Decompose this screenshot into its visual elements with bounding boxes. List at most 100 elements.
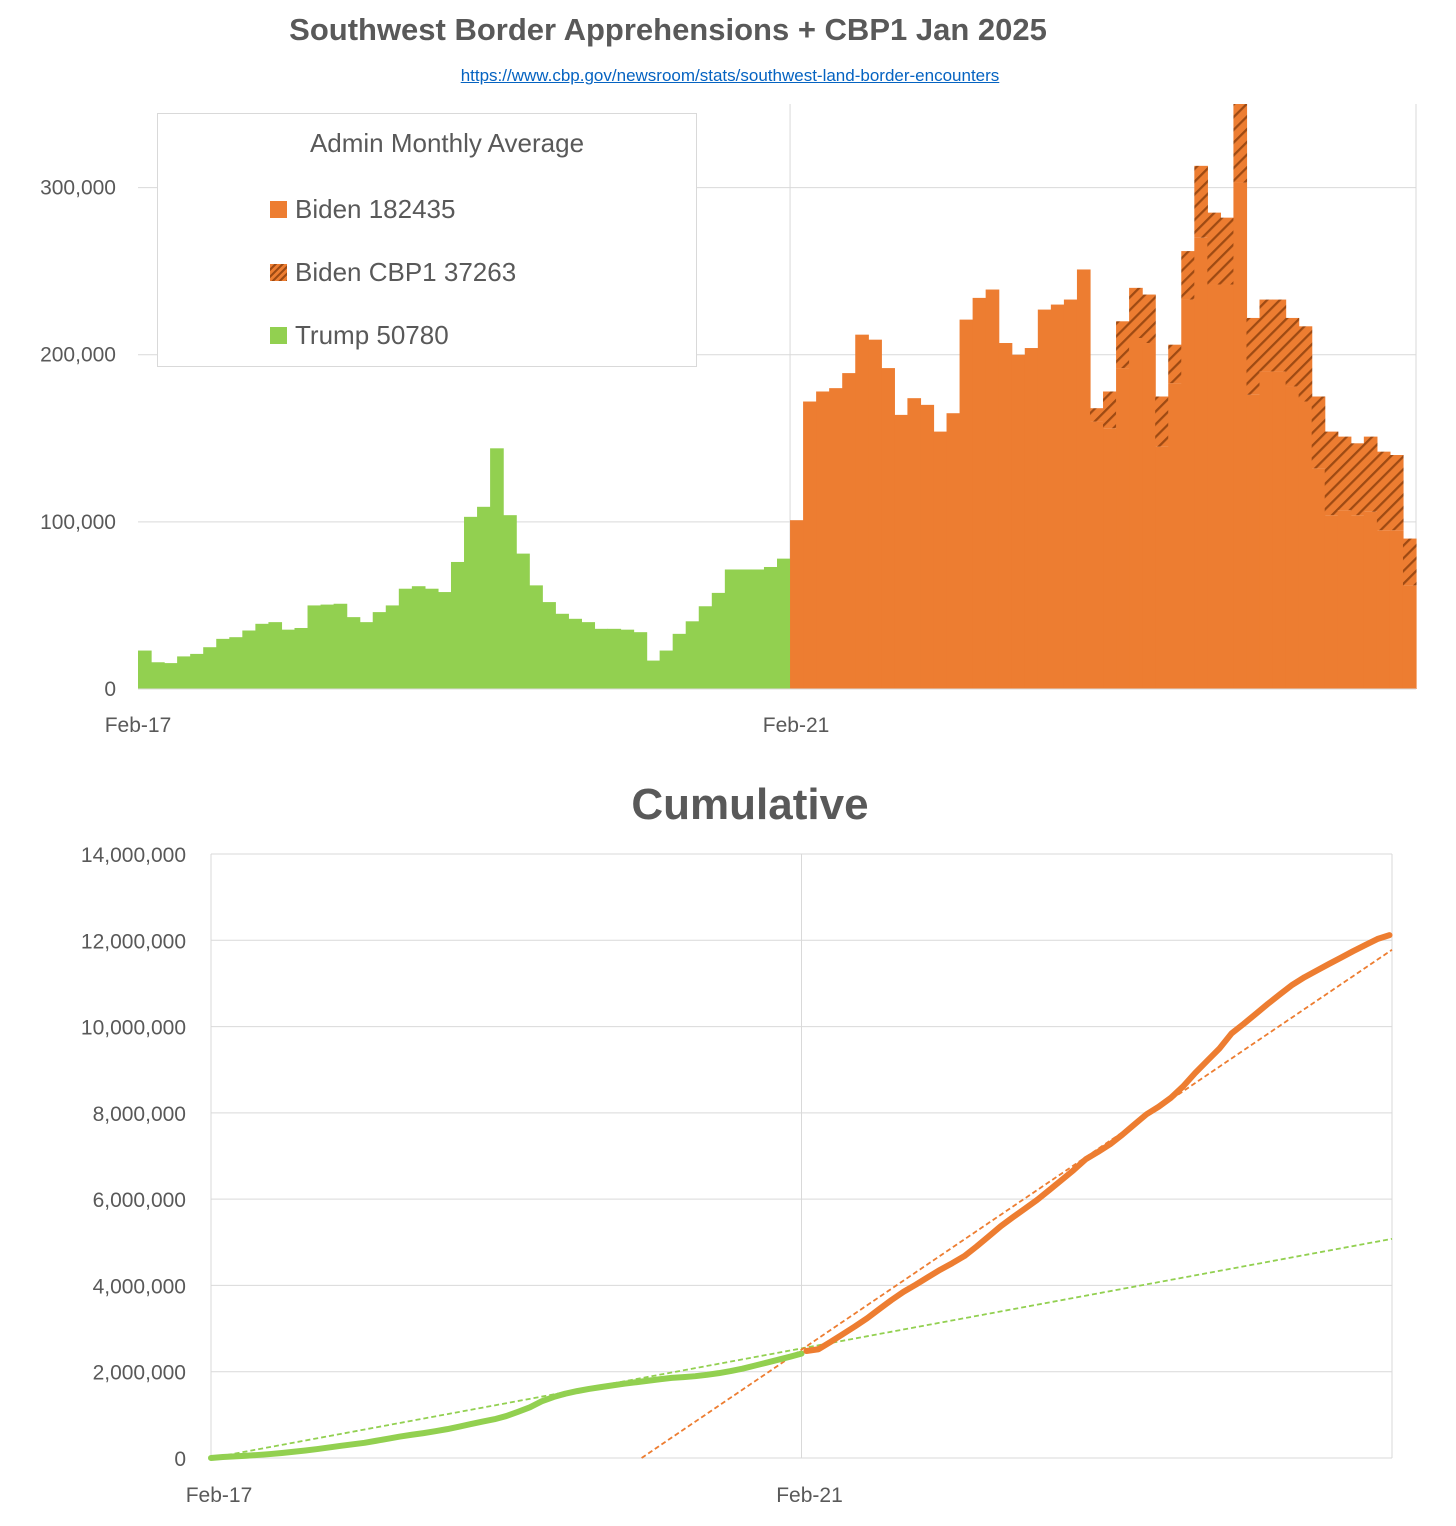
bar-biden [1363,511,1378,689]
bar-trump [333,603,348,689]
bar-biden-cbp1 [1350,443,1365,516]
bar-biden [1220,284,1235,689]
legend-item-trump[interactable]: Trump 50780 [270,320,449,351]
bar-biden [1050,304,1065,689]
bar-trump [724,569,739,689]
bar-biden [959,319,974,689]
legend-label-trump: Trump 50780 [295,320,449,350]
bar-trump [763,566,778,689]
y-tick-label: 200,000 [40,344,116,367]
bar-biden-cbp1 [1207,212,1221,285]
bar-trump [216,638,230,689]
bar-trump [594,628,609,689]
bar-biden [1272,371,1287,689]
y-tick-label: 12,000,000 [81,930,186,953]
bar-trump [464,516,478,689]
bar-trump [177,656,191,689]
bar-biden [1207,284,1221,689]
bar-biden [1324,515,1339,689]
bar-trump [711,592,726,689]
bar-biden [1194,237,1208,689]
y-tick-label: 6,000,000 [93,1189,186,1212]
bar-trump [698,606,713,689]
bar-biden [1233,182,1248,690]
bar-biden-cbp1 [1220,217,1235,285]
bar-biden [842,373,856,689]
bar-trump [490,448,504,689]
y-tick-label: 2,000,000 [93,1362,186,1385]
bar-biden [803,401,817,689]
bar-trump [411,586,426,689]
y-tick-label: 8,000,000 [93,1103,186,1126]
bar-biden-cbp1 [1402,538,1417,586]
bar-biden-cbp1 [1389,455,1404,531]
bar-trump [320,604,335,689]
line-trump-cumulative [208,1350,805,1461]
bar-biden [985,289,1000,689]
bar-biden [1076,269,1091,689]
bar-biden-cbp1 [1168,344,1182,384]
bar-trump [450,561,465,689]
y-tick-label: 0 [174,1448,186,1471]
legend-item-biden-cbp1[interactable]: Biden CBP1 37263 [270,257,516,288]
bar-trump [294,627,309,689]
bar-trump [138,650,152,689]
bar-biden [829,388,843,689]
bar-biden [855,334,869,689]
bar-trump [620,629,635,689]
bar-trump [542,602,556,689]
bar-trump [255,623,270,689]
legend-swatch-trump [270,327,287,344]
bar-trump [437,592,452,689]
legend-swatch-biden-cbp1 [270,264,287,281]
bar-biden [972,297,987,689]
bar-biden [790,520,804,689]
y-tick-label: 0 [104,678,116,701]
bar-trump [607,628,622,689]
bar-biden [1063,299,1078,689]
bar-biden [933,431,948,689]
y-tick-label: 300,000 [40,177,116,200]
bar-trump [529,585,543,689]
y-tick-label: 100,000 [40,511,116,534]
bar-trump [385,605,400,689]
bar-biden [1181,299,1195,689]
bar-trump [151,662,165,689]
bar-trump [568,618,582,689]
bar-biden-cbp1 [1246,317,1261,395]
bar-biden-cbp1 [1194,165,1208,238]
bar-biden-cbp1 [1285,317,1300,387]
bar-biden-cbp1 [1337,436,1352,511]
trendline-biden [641,949,1393,1459]
bar-trump [737,569,752,689]
legend-label-biden-cbp1: Biden CBP1 37263 [295,257,517,287]
bar-biden-cbp1 [1233,104,1248,183]
bar-trump [477,506,491,689]
bar-biden [1089,421,1104,689]
bar-biden-cbp1 [1103,391,1117,429]
bar-trump [268,622,283,689]
bar-biden [1142,343,1156,689]
bar-biden [1402,585,1417,689]
bar-biden [1024,348,1039,689]
bar-biden-cbp1 [1181,251,1195,300]
bar-biden-cbp1 [1376,451,1391,531]
source-link[interactable]: https://www.cbp.gov/newsroom/stats/south… [460,66,1000,85]
bar-biden [1337,510,1352,689]
bar-trump [646,660,661,689]
legend-title: Admin Monthly Average [309,128,585,158]
bar-trump [777,558,791,689]
y-tick-label: 4,000,000 [93,1275,186,1298]
bar-biden [881,368,895,689]
y-tick-label: 10,000,000 [81,1017,186,1040]
y-tick-label: 14,000,000 [81,844,186,867]
bar-biden [1116,368,1130,689]
legend-item-biden[interactable]: Biden 182435 [270,194,455,225]
bar-biden [1129,338,1143,689]
bar-trump [346,617,361,689]
bar-biden [1246,394,1261,689]
bar-trump [359,622,374,689]
bar-trump [555,613,569,689]
bar-trump [398,588,413,689]
